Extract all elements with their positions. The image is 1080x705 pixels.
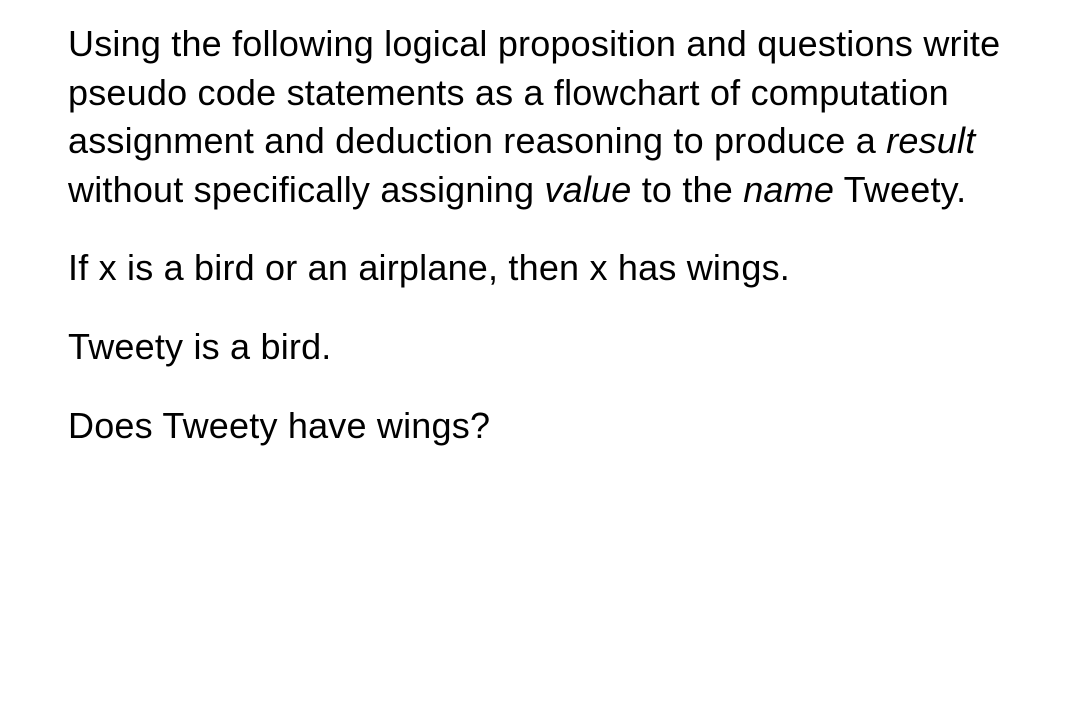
text-run: If x is a bird or an airplane, then x ha… [68,247,790,288]
paragraph-3: Tweety is a bird. [68,323,1012,372]
text-run-italic: name [743,169,834,210]
text-run: Tweety is a bird. [68,326,332,367]
text-run-italic: result [886,120,975,161]
text-run-italic: value [544,169,631,210]
text-run: Tweety. [834,169,966,210]
paragraph-4: Does Tweety have wings? [68,402,1012,451]
text-run: Does Tweety have wings? [68,405,490,446]
text-run: Using the following logical proposition … [68,23,1000,161]
document-container: Using the following logical proposition … [0,0,1080,500]
text-run: without specifically assigning [68,169,544,210]
text-run: to the [632,169,744,210]
paragraph-2: If x is a bird or an airplane, then x ha… [68,244,1012,293]
paragraph-1: Using the following logical proposition … [68,20,1012,214]
